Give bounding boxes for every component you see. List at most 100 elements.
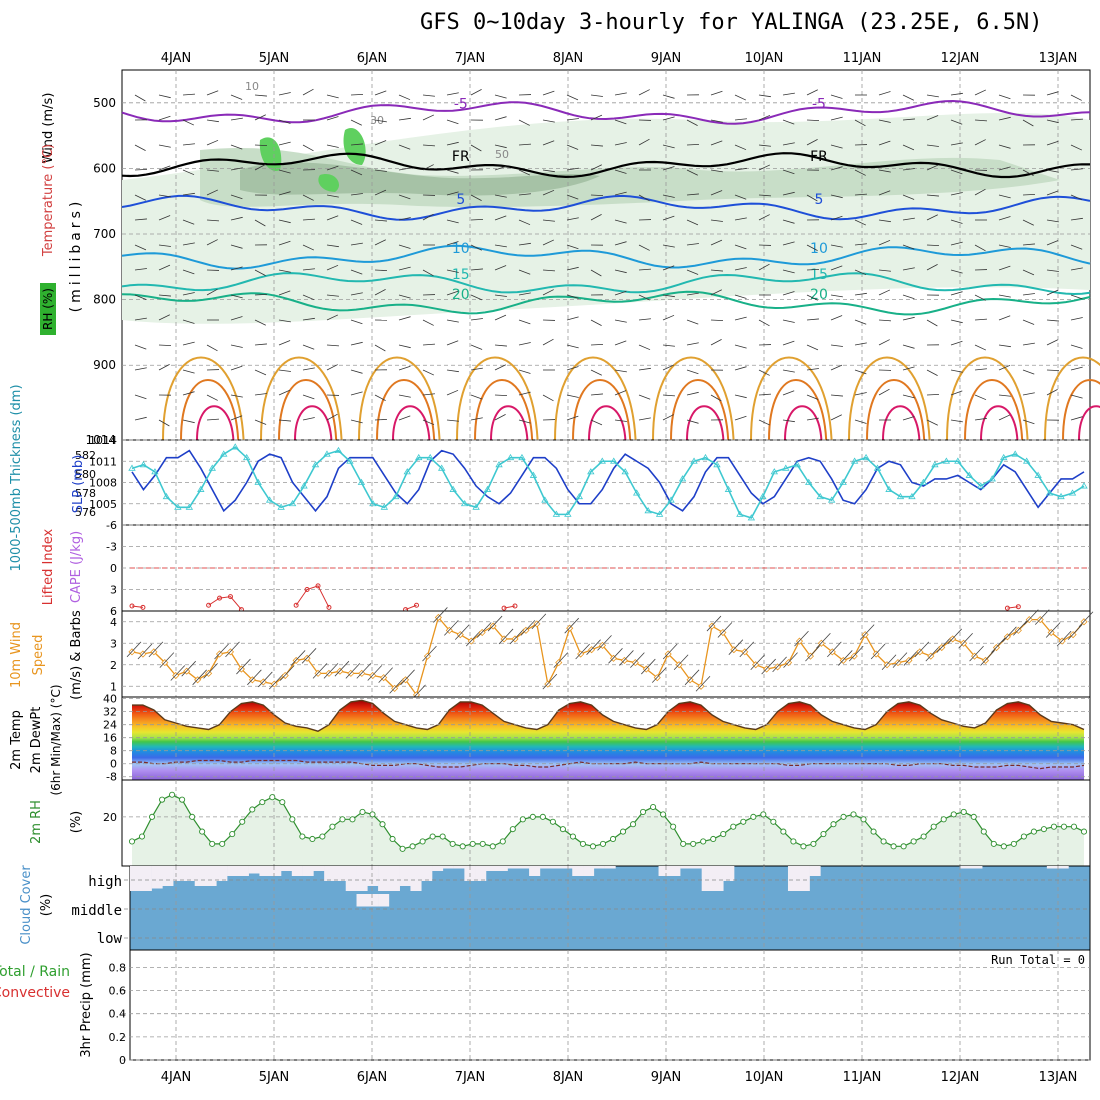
wind-barb [1022,392,1035,396]
wind-barb-10m [651,667,667,683]
slp-point [564,510,572,517]
slp-point [713,461,721,468]
high-cloud-bar [140,866,152,891]
rh-plot: 20 [103,780,1090,866]
wind-barb [590,114,603,121]
wind-barb [782,340,795,346]
thickness-slp-panel: 1005 1008 1011 1014 576 578 580 582 [75,434,1091,526]
wind-barb [686,193,699,196]
wind-barb [278,141,291,146]
rh-point [599,840,607,847]
bottom-date-label: 7JAN [455,1070,486,1085]
rh-point [359,808,366,815]
boundary-layer-contour [358,356,441,441]
wind-barb [782,191,795,196]
wind-barb [662,265,675,271]
lifted-index-point [315,583,321,589]
wind-barb [446,119,459,125]
middle-cloud-bar [367,894,379,907]
rh-point [569,833,576,840]
rh2m-unit: (%) [69,811,84,834]
wind-barb [398,94,411,101]
high-cloud-bar [723,866,735,881]
wind-barb [614,92,627,96]
wind-barb-10m [476,622,492,638]
wind-barb [278,290,291,296]
wind-barb [374,239,386,246]
rh-point [399,845,406,852]
high-cloud-bar [248,866,260,874]
wind-barb [638,367,651,371]
wind-barb [806,344,819,351]
rh-contour-label: 50 [495,148,509,161]
wind-barb [1022,342,1035,346]
lifted-index-point [1015,604,1021,610]
wind-barb [278,340,291,346]
wind-barb [206,344,218,352]
rh-point [219,840,226,847]
wind-barb [350,419,363,424]
wind-barb-10m [1013,620,1028,636]
slp-point [541,496,549,503]
wind-barb [566,294,579,299]
speed-label: Speed [31,635,46,676]
wind-barb [614,191,627,196]
temperature-fill [132,700,1084,780]
slp-point [483,485,492,492]
wind-barb [974,244,986,252]
boundary-layer-contour [474,379,534,441]
wind-barb [182,319,195,324]
rh-point [1040,826,1047,833]
wind-barb [782,119,795,125]
slp-point [151,468,159,475]
wind-barb [878,119,891,123]
wind-barb [470,144,482,152]
cloud-low-label: low [97,931,123,947]
wind-barb [206,219,219,222]
boundary-layer-contour [260,356,343,441]
wind-barb [350,319,363,325]
wind-barb [662,394,675,397]
slp-point [415,453,423,461]
wind-barb [758,263,770,271]
wind-barb [566,415,579,421]
rh-point [239,818,246,825]
wind-barb [302,244,315,251]
rh-point [850,811,857,818]
tick-label: -3 [106,541,117,554]
rh-point [1050,823,1057,830]
wind-barb [542,189,555,196]
slp-point [1068,489,1077,496]
cloud-unit: (%) [39,894,54,917]
wind-barb [1046,169,1059,173]
high-cloud-bar [690,866,702,869]
wind-barb [422,419,435,426]
wind-barb [254,114,266,121]
rh-shading-green [259,128,366,192]
rh-point [179,796,186,803]
slp-point [862,453,870,461]
wind-barb [1022,119,1034,127]
wind-barb [302,268,315,271]
wind-barb [350,369,363,374]
wind-barb [566,244,579,250]
wind-barb-10m [1023,609,1039,625]
wind-barb [1070,294,1083,300]
rh-point [128,838,136,845]
rh-point [690,840,697,847]
wind-barb [422,269,434,277]
wind-barb [326,116,339,121]
wind-barb-10m [400,669,415,686]
wind-barb [494,194,507,198]
wind-label: Wind (m/s) [41,93,56,164]
wind-barb [662,116,675,121]
wind-barb [1022,269,1035,276]
wind-barb [542,239,555,246]
tick-label: -6 [106,519,117,532]
wind-barb [158,144,171,148]
slp-point [495,461,503,468]
wind-barb [374,169,387,172]
wind-barb [950,390,963,396]
slp-point [449,485,457,492]
tick-label: 8 [110,745,117,758]
